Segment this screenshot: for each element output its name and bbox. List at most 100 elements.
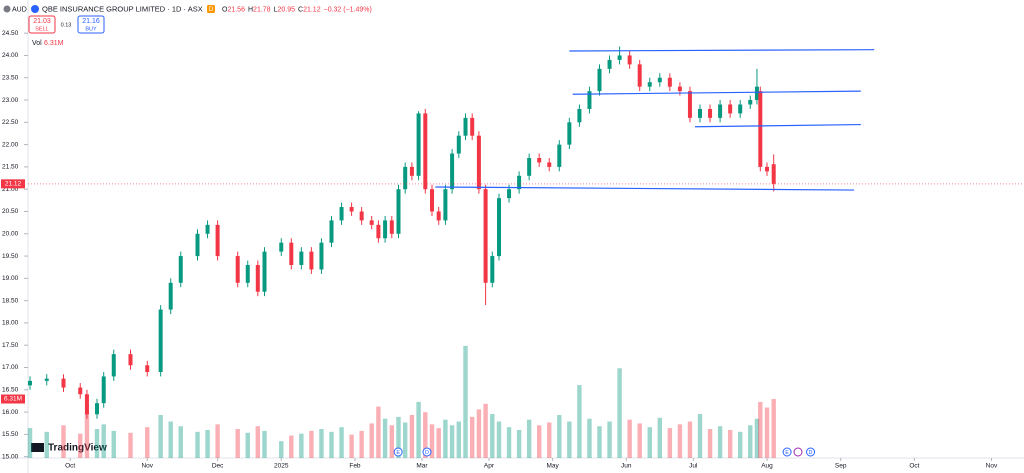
- volume-bar: [279, 441, 284, 458]
- candle-body: [617, 55, 622, 60]
- volume-value: 6.31M: [44, 40, 64, 47]
- volume-bar: [158, 415, 163, 458]
- x-tick-label: Jul: [689, 463, 698, 470]
- event-marker[interactable]: [393, 447, 403, 457]
- quote-value: 21.78: [253, 6, 271, 13]
- volume-bar: [697, 414, 703, 458]
- candle-body: [587, 91, 592, 109]
- volume-bar: [168, 421, 173, 458]
- candle-body: [738, 104, 743, 114]
- volume-bar: [647, 427, 652, 458]
- volume-bar: [389, 425, 394, 458]
- y-tick-label: 20.00: [2, 230, 19, 237]
- candle-body: [490, 256, 495, 283]
- y-tick-label: 18.50: [2, 297, 19, 304]
- y-tick-label: 24.50: [2, 30, 19, 37]
- sell-label[interactable]: SELL: [35, 26, 48, 32]
- candle-body: [255, 264, 260, 292]
- candle-body: [215, 224, 220, 257]
- candle-body: [698, 108, 702, 118]
- candle-body: [647, 82, 652, 87]
- volume-bar: [463, 345, 468, 458]
- ohlc: O21.56 H21.78 L20.95 C21.12 −0.32 (−1.49%): [222, 6, 372, 13]
- volume-bar: [443, 419, 448, 458]
- candle-body: [262, 251, 267, 292]
- spread: 0.13: [61, 22, 72, 28]
- candle-body: [657, 77, 662, 83]
- y-tick-label: 24.00: [2, 52, 19, 59]
- candle-body: [101, 376, 106, 404]
- volume-bar: [84, 413, 90, 458]
- volume-bar: [409, 415, 415, 458]
- candle-body: [577, 108, 582, 123]
- candle-body: [84, 394, 89, 415]
- event-marker[interactable]: [422, 447, 432, 457]
- volume-bar: [637, 423, 642, 458]
- volume-bar: [349, 434, 354, 458]
- volume-bar: [617, 368, 622, 458]
- x-tick-label: Aug: [761, 463, 773, 470]
- trend-line: [572, 90, 861, 95]
- volume-bar: [771, 399, 776, 458]
- candle-body: [383, 220, 388, 239]
- volume-bar: [607, 421, 612, 458]
- event-marker[interactable]: [806, 447, 816, 457]
- candle-body: [205, 224, 210, 234]
- volume-tag: [1, 394, 25, 404]
- volume-bar: [496, 421, 502, 458]
- quote-value: 20.95: [277, 6, 295, 13]
- candle-body: [235, 256, 240, 283]
- volume-bar: [727, 429, 733, 458]
- volume-bar: [255, 426, 260, 458]
- candle-body: [483, 189, 488, 283]
- volume-bar: [456, 421, 461, 458]
- volume-bar: [369, 423, 374, 458]
- buy-label[interactable]: BUY: [85, 26, 97, 32]
- x-tick-label: Oct: [909, 463, 919, 470]
- volume-bar: [289, 435, 294, 458]
- trend-line: [435, 186, 855, 191]
- candle-body: [771, 164, 776, 184]
- buy-button[interactable]: [77, 15, 105, 34]
- candle-body: [765, 166, 769, 172]
- sell-button[interactable]: [28, 15, 56, 34]
- badge: D: [209, 7, 214, 13]
- volume-bar: [27, 428, 33, 458]
- candle-body: [376, 224, 381, 239]
- volume-bar: [748, 425, 753, 458]
- candle-body: [329, 220, 334, 243]
- symbol-icon[interactable]: [31, 5, 39, 13]
- last-price-label: 21.12: [5, 181, 22, 188]
- y-tick-label: 22.00: [2, 141, 19, 148]
- change: −0.32 (−1.49%): [324, 6, 372, 13]
- quote-key: H: [248, 6, 253, 13]
- y-tick-label: 15.00: [2, 453, 19, 460]
- candle-body: [128, 354, 133, 366]
- y-tick-label: 23.50: [2, 74, 19, 81]
- candle-body: [537, 157, 542, 163]
- volume-bar: [764, 407, 770, 458]
- x-tick-label: Apr: [484, 463, 495, 470]
- volume-bar: [738, 431, 743, 458]
- volume-bar: [567, 421, 572, 458]
- candle-body: [319, 242, 324, 270]
- sell-price[interactable]: 21.03: [33, 18, 51, 25]
- candle-body: [369, 220, 374, 225]
- volume-bar: [667, 428, 673, 458]
- volume-bar: [403, 422, 408, 458]
- volume-bar: [537, 425, 542, 458]
- symbol[interactable]: QBE INSURANCE GROUP LIMITED · 1D · ASX: [42, 4, 203, 13]
- y-tick-label: 21.00: [2, 186, 19, 193]
- volume-bar: [436, 428, 441, 458]
- candle-body: [667, 77, 672, 87]
- buy-price[interactable]: 21.16: [82, 18, 100, 25]
- event-marker[interactable]: [782, 447, 792, 457]
- y-tick-label: 18.00: [2, 320, 19, 327]
- volume-bar: [101, 424, 106, 458]
- y-tick-label: 20.50: [2, 208, 19, 215]
- candle-body: [748, 100, 753, 105]
- candle-body: [289, 242, 294, 265]
- volume-label: Vol: [32, 40, 42, 47]
- candle-body: [178, 256, 183, 283]
